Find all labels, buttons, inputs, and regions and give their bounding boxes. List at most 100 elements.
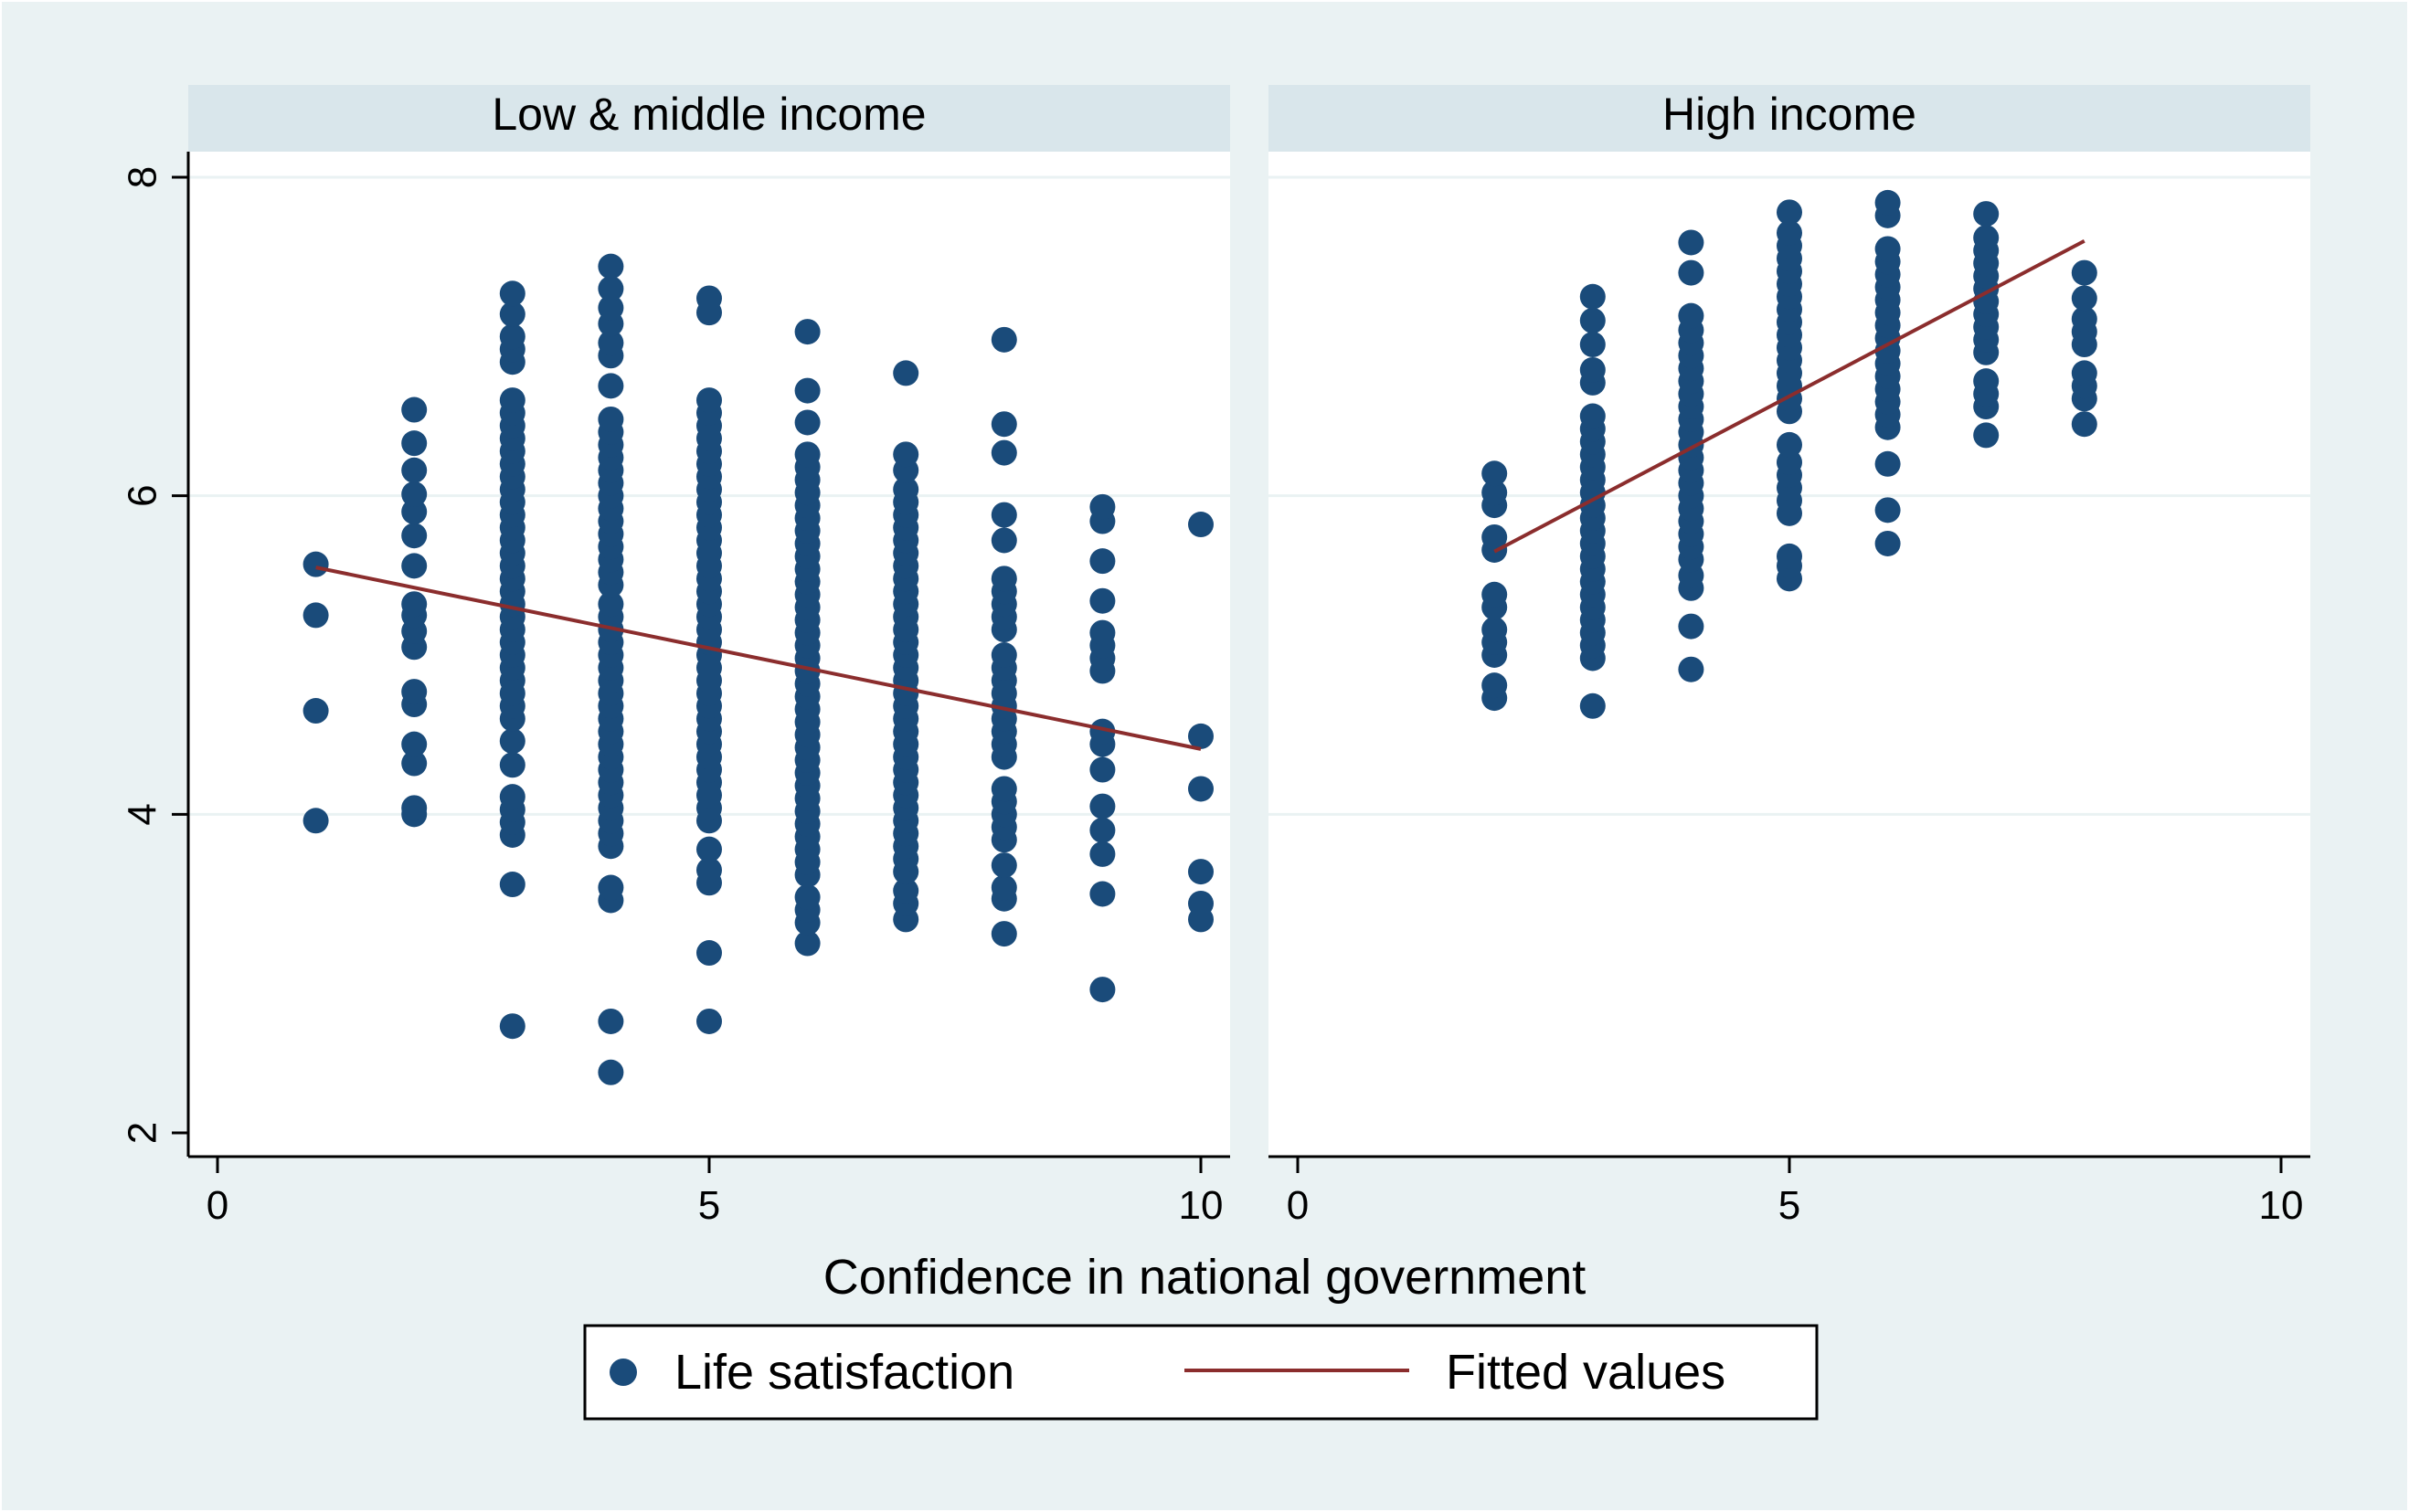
data-point	[499, 280, 525, 307]
data-point	[794, 409, 821, 436]
data-point	[598, 330, 624, 356]
data-point	[893, 878, 919, 904]
data-point	[598, 406, 624, 432]
data-point	[1089, 881, 1116, 907]
data-point	[598, 1059, 624, 1085]
data-point	[499, 1013, 525, 1040]
data-point	[991, 411, 1017, 438]
data-point	[401, 679, 428, 705]
data-point	[401, 397, 428, 423]
data-point	[1188, 512, 1214, 538]
data-point	[794, 377, 821, 404]
data-point	[1874, 530, 1901, 556]
data-point	[794, 930, 821, 957]
data-point	[696, 285, 722, 312]
data-point	[598, 253, 624, 280]
data-point	[598, 276, 624, 302]
data-point	[1089, 841, 1116, 867]
data-point	[2071, 411, 2097, 438]
data-point	[2071, 259, 2097, 286]
x-tick-label: 5	[698, 1183, 720, 1228]
data-point	[1678, 656, 1704, 682]
data-point	[2071, 360, 2097, 386]
y-tick-label: 6	[121, 484, 165, 506]
data-point	[1188, 859, 1214, 885]
data-point	[696, 940, 722, 967]
data-point	[598, 373, 624, 399]
data-point	[991, 874, 1017, 901]
data-point	[401, 499, 428, 525]
legend-label-life-satisfaction: Life satisfaction	[674, 1345, 1014, 1400]
data-point	[1973, 201, 2000, 227]
data-point	[1874, 189, 1901, 216]
data-point	[1188, 723, 1214, 749]
data-point	[991, 776, 1017, 802]
data-point	[1777, 543, 1802, 569]
data-point	[401, 750, 428, 777]
data-point	[598, 294, 624, 321]
data-point	[1678, 613, 1704, 640]
data-point	[401, 523, 428, 549]
data-point	[499, 784, 525, 810]
data-point	[696, 387, 722, 414]
data-point	[401, 731, 428, 757]
data-point	[1089, 493, 1116, 520]
data-point	[499, 323, 525, 350]
data-point	[1089, 756, 1116, 783]
panel-strip	[188, 85, 1230, 152]
panel-title: Low & middle income	[492, 89, 926, 140]
data-point	[1089, 587, 1116, 614]
x-tick-label: 10	[1179, 1183, 1224, 1228]
legend-label-fitted-values: Fitted values	[1446, 1345, 1725, 1400]
data-point	[598, 874, 624, 901]
data-point	[1579, 403, 1606, 429]
y-tick-label: 2	[121, 1122, 165, 1144]
data-point	[2071, 306, 2097, 333]
data-point	[1481, 581, 1508, 608]
data-point	[302, 602, 329, 629]
data-point	[1089, 718, 1116, 745]
x-tick-label: 0	[1287, 1183, 1309, 1228]
data-point	[302, 551, 329, 577]
data-point	[302, 808, 329, 834]
data-point	[499, 752, 525, 778]
data-point	[1973, 422, 2000, 449]
data-point	[893, 441, 919, 468]
data-point	[991, 439, 1017, 466]
data-point	[991, 502, 1017, 528]
data-point	[893, 476, 919, 502]
data-point	[1874, 497, 1901, 523]
data-point	[401, 430, 428, 457]
x-axis: 0 5 10	[1268, 1155, 2310, 1228]
data-point	[1777, 431, 1802, 458]
x-tick-label: 0	[207, 1183, 228, 1228]
data-point	[794, 883, 821, 910]
legend: Life satisfaction Fitted values	[583, 1324, 1819, 1421]
data-point	[401, 481, 428, 507]
data-point	[991, 566, 1017, 592]
data-point	[794, 441, 821, 468]
data-point	[1089, 548, 1116, 575]
data-point	[893, 360, 919, 386]
data-point	[1874, 450, 1901, 477]
data-point	[1579, 356, 1606, 383]
data-point	[1481, 480, 1508, 506]
data-point	[1089, 793, 1116, 819]
data-point	[401, 591, 428, 618]
x-axis: 0 5 10	[188, 1155, 1230, 1228]
points-layer	[1481, 189, 2097, 719]
data-point	[499, 387, 525, 414]
data-point	[1777, 449, 1802, 476]
fitted-line	[315, 566, 1202, 751]
data-point	[696, 836, 722, 862]
data-point	[991, 527, 1017, 554]
data-point	[1089, 977, 1116, 1003]
panel-low-middle-income: Low & middle income 0 5 10 2 4 6 8	[121, 85, 1230, 1228]
data-point	[1579, 332, 1606, 358]
data-point	[1973, 368, 2000, 395]
data-point	[401, 457, 428, 483]
data-point	[1188, 890, 1214, 916]
data-point	[2071, 285, 2097, 312]
data-point	[598, 591, 624, 618]
